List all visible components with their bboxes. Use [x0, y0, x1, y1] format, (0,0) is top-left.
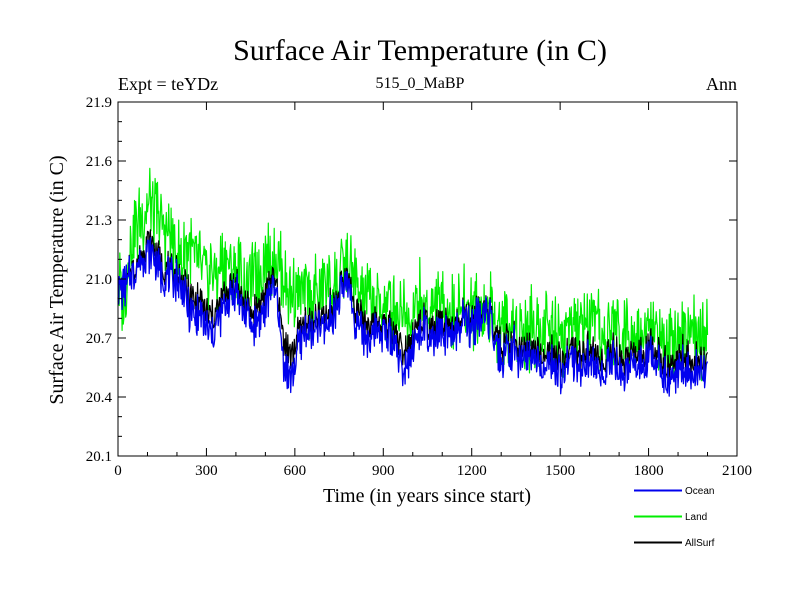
y-axis-label: Surface Air Temperature (in C) [46, 155, 68, 404]
y-tick-label: 20.7 [86, 331, 113, 347]
x-tick-label: 900 [372, 463, 395, 479]
y-tick-label: 21.6 [86, 154, 113, 170]
legend-label-ocean: Ocean [685, 486, 714, 497]
x-tick-label: 300 [195, 463, 218, 479]
x-tick-label: 1500 [545, 463, 575, 479]
x-tick-label: 1800 [634, 463, 664, 479]
subtitle-right: Ann [706, 74, 737, 94]
x-axis-label: Time (in years since start) [323, 485, 531, 507]
legend-label-land: Land [685, 512, 707, 523]
y-tick-label: 21.3 [86, 213, 112, 229]
y-tick-label: 21.9 [86, 95, 112, 111]
legend-label-allsurf: AllSurf [685, 538, 715, 549]
y-tick-label: 20.4 [86, 390, 113, 406]
plot-frame [117, 101, 738, 457]
x-tick-label: 2100 [722, 463, 752, 479]
subtitle-center: 515_0_MaBP [376, 75, 465, 92]
x-tick-label: 600 [284, 463, 307, 479]
series-line-ocean [117, 237, 709, 397]
y-tick-label: 20.1 [86, 449, 112, 465]
x-tick-label: 0 [114, 463, 122, 479]
y-tick-label: 21.0 [86, 272, 112, 288]
axes-layer: 0 300 600 900 1200 1500 1800 2100 20.1 20.4 20.7 21… [86, 95, 752, 479]
subtitle-left: Expt = teYDz [118, 74, 218, 94]
series-layer [117, 167, 709, 397]
legend: Ocean Land AllSurf [634, 486, 715, 549]
chart-title: Surface Air Temperature (in C) [233, 34, 607, 67]
x-tick-label: 1200 [457, 463, 487, 479]
